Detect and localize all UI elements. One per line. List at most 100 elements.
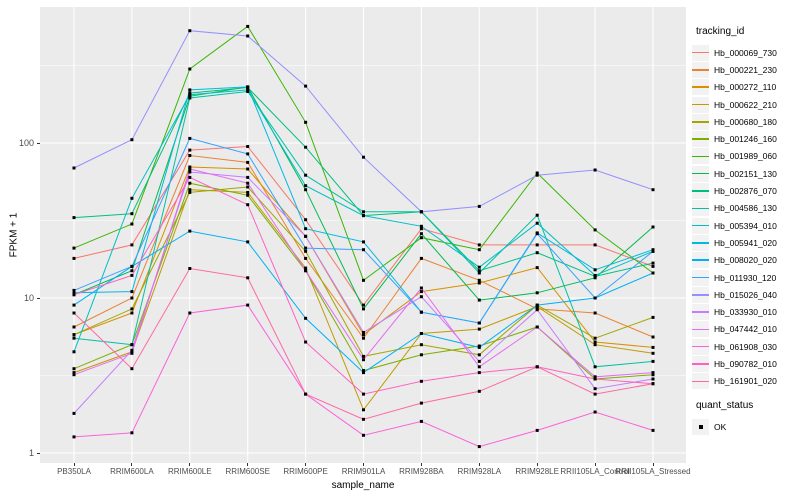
- data-point: [304, 234, 308, 238]
- data-point: [188, 93, 192, 97]
- data-point: [246, 185, 250, 189]
- data-point: [419, 232, 423, 236]
- data-point: [651, 248, 655, 252]
- x-tick-mark: [73, 463, 75, 466]
- data-point: [593, 311, 597, 315]
- legend-title-tracking-id: tracking_id: [696, 26, 745, 37]
- data-point: [651, 264, 655, 268]
- data-point: [651, 359, 655, 363]
- data-point: [593, 296, 597, 300]
- legend-item-Hb_001989_060: Hb_001989_060: [692, 148, 798, 165]
- data-point: [130, 307, 134, 311]
- legend-item-Hb_011930_120: Hb_011930_120: [692, 269, 798, 286]
- data-point: [593, 273, 597, 277]
- data-point: [477, 271, 481, 275]
- data-point: [651, 249, 655, 253]
- data-point: [72, 311, 76, 315]
- data-point: [419, 310, 423, 314]
- data-point: [130, 351, 134, 355]
- legend-key-line-swatch: [692, 165, 709, 182]
- data-point: [130, 343, 134, 347]
- legend-item-Hb_061908_030: Hb_061908_030: [692, 338, 798, 355]
- data-point: [477, 321, 481, 325]
- data-point: [304, 145, 308, 149]
- data-point: [419, 295, 423, 299]
- x-tick-label: RRIM600PE: [283, 467, 328, 476]
- legend-item-Hb_000069_730: Hb_000069_730: [692, 44, 798, 61]
- data-point: [477, 281, 481, 285]
- x-tick-label: RRIM928BA: [399, 467, 444, 476]
- data-point: [304, 256, 308, 260]
- data-point: [362, 330, 365, 334]
- data-point: [72, 333, 76, 337]
- data-point: [188, 267, 192, 270]
- data-point: [535, 251, 539, 255]
- x-tick-label: RRIM600LE: [168, 467, 212, 476]
- x-tick-label: PB350LA: [57, 467, 91, 476]
- legend-item-Hb_001246_160: Hb_001246_160: [692, 130, 798, 148]
- data-point: [72, 373, 76, 377]
- data-point: [362, 210, 365, 214]
- data-point: [130, 367, 134, 371]
- series-color-line: [692, 190, 709, 192]
- data-point: [188, 229, 192, 233]
- series-color-line: [692, 207, 709, 210]
- data-point: [188, 190, 192, 194]
- data-point: [362, 248, 365, 252]
- data-point: [130, 431, 134, 435]
- data-point: [130, 273, 134, 277]
- data-point: [304, 340, 308, 344]
- data-point: [477, 353, 481, 357]
- legend-item-label: Hb_033930_010: [714, 307, 777, 318]
- x-tick-mark: [189, 463, 191, 466]
- data-point: [477, 265, 481, 269]
- data-point: [188, 29, 192, 33]
- legend-key-line-swatch: [692, 113, 709, 130]
- data-point: [651, 225, 655, 229]
- data-point: [246, 24, 250, 28]
- data-point: [362, 307, 365, 311]
- y-tick-label: 10: [23, 293, 34, 303]
- data-point: [188, 96, 192, 100]
- legend-item-label: Hb_008020_020: [714, 255, 777, 266]
- data-point: [130, 290, 134, 294]
- x-tick-mark: [652, 463, 654, 466]
- data-point: [246, 240, 250, 244]
- data-point: [304, 266, 308, 270]
- data-point: [130, 222, 134, 226]
- data-point: [593, 365, 597, 369]
- data-point: [593, 336, 597, 340]
- data-point: [477, 278, 481, 282]
- data-point: [419, 256, 423, 260]
- legend-item-Hb_000221_230: Hb_000221_230: [692, 61, 798, 78]
- data-point: [651, 351, 655, 355]
- data-point: [72, 325, 76, 329]
- x-tick-mark: [594, 463, 596, 466]
- data-point: [246, 203, 250, 207]
- legend-item-Hb_002151_130: Hb_002151_130: [692, 165, 798, 182]
- x-axis-title: sample_name: [331, 480, 395, 491]
- data-point: [477, 359, 481, 363]
- data-point: [188, 148, 192, 152]
- data-point: [362, 333, 365, 337]
- legend-item-Hb_047442_010: Hb_047442_010: [692, 321, 798, 338]
- legend-item-label: Hb_002876_070: [714, 186, 777, 197]
- x-tick-mark: [131, 463, 133, 466]
- data-point: [72, 350, 76, 354]
- data-point: [651, 345, 655, 349]
- data-point: [188, 170, 192, 174]
- data-point: [72, 371, 76, 375]
- series-color-line: [692, 51, 709, 54]
- data-point: [535, 243, 539, 247]
- data-point: [477, 371, 481, 375]
- data-point: [593, 392, 597, 396]
- data-point: [362, 417, 365, 421]
- data-point: [246, 145, 250, 148]
- data-point: [593, 168, 597, 172]
- legend-item-Hb_000272_110: Hb_000272_110: [692, 79, 798, 96]
- data-point: [72, 288, 76, 292]
- x-tick-label: RRIM928LE: [515, 467, 559, 476]
- data-point: [419, 236, 423, 240]
- legend-item-Hb_002876_070: Hb_002876_070: [692, 182, 798, 200]
- series-color-line: [692, 242, 709, 244]
